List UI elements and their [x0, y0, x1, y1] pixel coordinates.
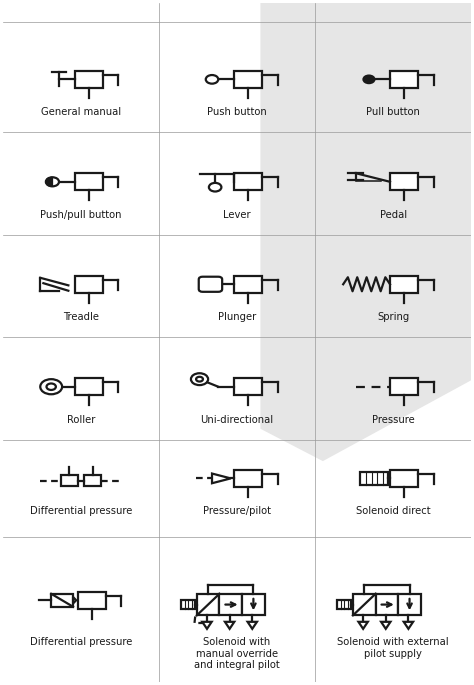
- Bar: [390, 378, 418, 395]
- Text: Differential pressure: Differential pressure: [30, 506, 132, 516]
- Circle shape: [196, 377, 203, 382]
- Text: Plunger: Plunger: [218, 312, 256, 323]
- Bar: [242, 594, 264, 615]
- Text: Push/pull button: Push/pull button: [40, 210, 122, 220]
- Text: Roller: Roller: [67, 414, 95, 425]
- Bar: [74, 378, 103, 395]
- Polygon shape: [247, 622, 257, 629]
- Circle shape: [46, 177, 59, 186]
- Text: Differential pressure: Differential pressure: [30, 637, 132, 647]
- Bar: [337, 600, 351, 610]
- Bar: [74, 173, 103, 190]
- Bar: [78, 592, 106, 609]
- Bar: [360, 472, 389, 485]
- Bar: [197, 594, 219, 615]
- Text: Pedal: Pedal: [380, 210, 407, 220]
- Polygon shape: [358, 622, 368, 629]
- Text: Treadle: Treadle: [63, 312, 99, 323]
- Bar: [74, 275, 103, 293]
- Text: Solenoid with
manual override
and integral pilot: Solenoid with manual override and integr…: [194, 637, 280, 670]
- Bar: [390, 173, 418, 190]
- Polygon shape: [73, 597, 76, 603]
- Text: Push button: Push button: [207, 108, 267, 117]
- Wedge shape: [46, 177, 53, 186]
- Circle shape: [206, 75, 218, 84]
- Bar: [390, 71, 418, 88]
- Text: Lever: Lever: [223, 210, 251, 220]
- Bar: [390, 275, 418, 293]
- Text: Spring: Spring: [377, 312, 409, 323]
- Polygon shape: [381, 622, 391, 629]
- Bar: [181, 600, 195, 610]
- Text: Pull button: Pull button: [366, 108, 420, 117]
- Circle shape: [46, 384, 56, 390]
- Bar: [234, 173, 262, 190]
- Text: Pressure/pilot: Pressure/pilot: [203, 506, 271, 516]
- Bar: [234, 378, 262, 395]
- FancyBboxPatch shape: [199, 277, 222, 292]
- Text: Solenoid with external
pilot supply: Solenoid with external pilot supply: [337, 637, 449, 658]
- Bar: [353, 594, 375, 615]
- Polygon shape: [202, 622, 212, 629]
- Bar: [375, 594, 398, 615]
- Bar: [234, 71, 262, 88]
- Text: General manual: General manual: [41, 108, 121, 117]
- Bar: [219, 594, 242, 615]
- Bar: [398, 594, 421, 615]
- Circle shape: [191, 373, 208, 385]
- Bar: [234, 470, 262, 487]
- Text: Pressure: Pressure: [372, 414, 415, 425]
- Circle shape: [40, 379, 62, 395]
- Bar: [390, 470, 418, 487]
- Bar: [74, 71, 103, 88]
- Polygon shape: [225, 622, 234, 629]
- Circle shape: [209, 183, 221, 192]
- Bar: [84, 475, 101, 486]
- Bar: [51, 594, 73, 607]
- Text: Uni-directional: Uni-directional: [201, 414, 273, 425]
- Bar: [61, 475, 78, 486]
- Polygon shape: [260, 3, 471, 461]
- Polygon shape: [404, 622, 413, 629]
- Text: Solenoid direct: Solenoid direct: [356, 506, 430, 516]
- Bar: [234, 275, 262, 293]
- Circle shape: [364, 75, 374, 83]
- Polygon shape: [212, 473, 231, 483]
